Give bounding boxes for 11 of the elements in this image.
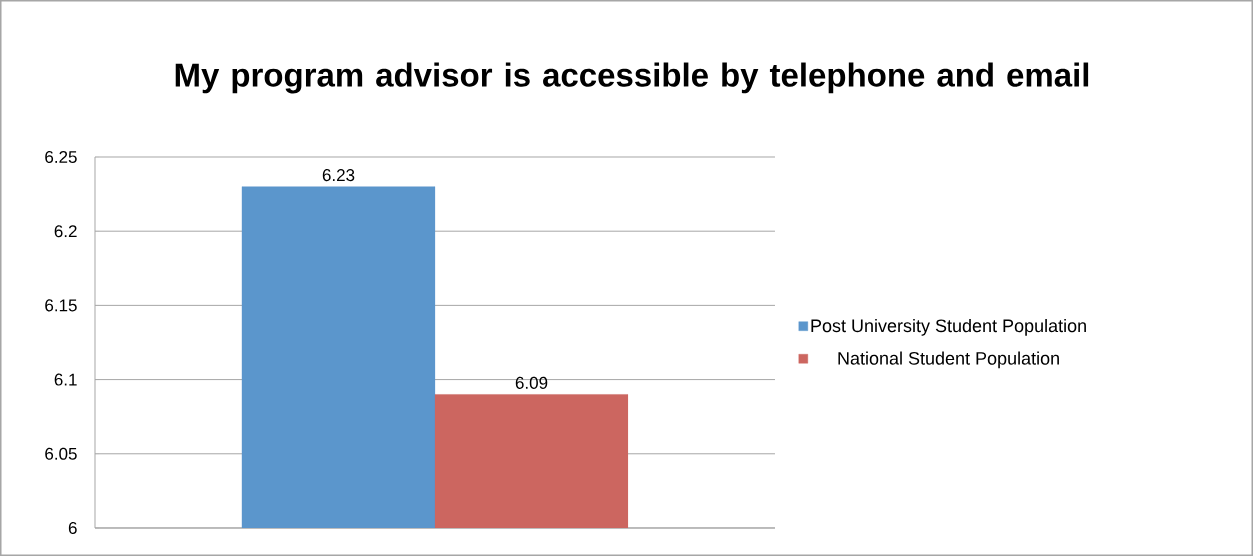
y-tick-label: 6.2 (54, 225, 77, 238)
chart-title: My program advisor is accessible by telephone and email (175, 62, 1089, 94)
y-tick-label: 6 (68, 521, 77, 535)
y-tick-label: 6.15 (45, 299, 77, 312)
data-label: 6.23 (322, 169, 355, 182)
legend-label: National Student Population (838, 351, 1059, 369)
legend-label: Post University Student Population (811, 318, 1086, 336)
y-tick-label: 6.25 (45, 150, 77, 164)
data-label: 6.09 (515, 376, 548, 389)
y-tick-label: 6.1 (54, 373, 77, 386)
y-tick-label: 6.05 (45, 447, 77, 460)
